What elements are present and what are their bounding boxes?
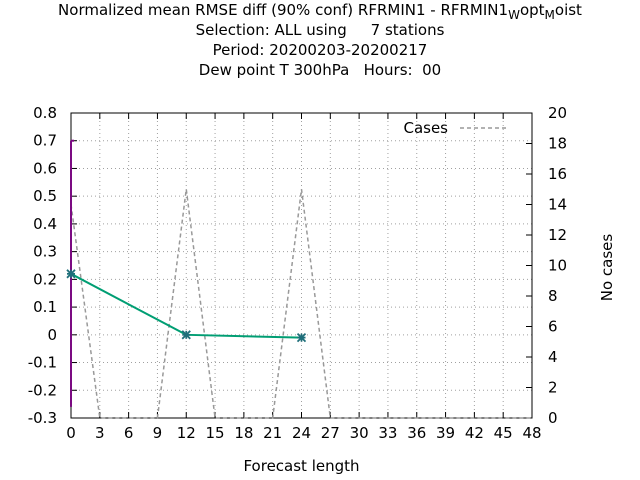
y2-tick-label: 20 bbox=[548, 104, 567, 122]
title-subscript-2: M bbox=[544, 8, 555, 22]
x-axis-title: Forecast length bbox=[243, 457, 359, 475]
x-tick-label: 27 bbox=[321, 424, 340, 442]
y-tick-label: -0.2 bbox=[28, 381, 57, 399]
y-tick-label: 0.3 bbox=[33, 243, 57, 261]
y2-tick-label: 14 bbox=[548, 196, 567, 214]
y-tick-label: 0.4 bbox=[33, 215, 57, 233]
x-tick-label: 45 bbox=[494, 424, 513, 442]
y-tick-label: -0.3 bbox=[28, 409, 57, 427]
data-point bbox=[296, 332, 307, 343]
y2-tick-label: 0 bbox=[548, 409, 558, 427]
y2-tick-label: 10 bbox=[548, 257, 567, 275]
title-subscript-1: W bbox=[508, 8, 520, 22]
title-line-2: Selection: ALL using 7 stations bbox=[195, 21, 445, 39]
y-tick-label: 0.1 bbox=[33, 298, 57, 316]
y-tick-label: 0.6 bbox=[33, 159, 57, 177]
chart-title: Normalized mean RMSE diff (90% conf) RFR… bbox=[0, 0, 640, 80]
title-main-text: Normalized mean RMSE diff (90% conf) RFR… bbox=[58, 1, 509, 19]
y2-tick-label: 2 bbox=[548, 379, 558, 397]
y2-tick-label: 6 bbox=[548, 318, 558, 336]
y2-tick-label: 8 bbox=[548, 287, 558, 305]
x-tick-label: 42 bbox=[465, 424, 484, 442]
x-tick-label: 33 bbox=[378, 424, 397, 442]
data-point bbox=[181, 330, 191, 340]
y-tick-label: 0.2 bbox=[33, 270, 57, 288]
y2-tick-label: 18 bbox=[548, 135, 567, 153]
x-tick-label: 0 bbox=[66, 424, 76, 442]
x-tick-label: 12 bbox=[177, 424, 196, 442]
y-tick-label: 0.7 bbox=[33, 132, 57, 150]
x-tick-label: 30 bbox=[350, 424, 369, 442]
y2-tick-label: 12 bbox=[548, 226, 567, 244]
x-tick-label: 9 bbox=[153, 424, 163, 442]
x-tick-label: 15 bbox=[206, 424, 225, 442]
x-tick-label: 6 bbox=[124, 424, 134, 442]
x-tick-label: 21 bbox=[263, 424, 282, 442]
x-tick-label: 39 bbox=[436, 424, 455, 442]
x-tick-label: 24 bbox=[292, 424, 311, 442]
title-line-4: Dew point T 300hPa Hours: 00 bbox=[198, 61, 442, 79]
title-mid-text: opt bbox=[519, 1, 545, 19]
title-line-1: Normalized mean RMSE diff (90% conf) RFR… bbox=[0, 0, 640, 22]
y-tick-label: -0.1 bbox=[28, 354, 57, 372]
data-point bbox=[66, 269, 76, 279]
y2-axis-title: No cases bbox=[598, 234, 616, 302]
legend-label-cases: Cases bbox=[403, 119, 448, 137]
y2-tick-label: 16 bbox=[548, 165, 567, 183]
series-line-cases bbox=[70, 189, 532, 419]
legend: Cases bbox=[403, 119, 506, 137]
y-tick-label: 0.5 bbox=[33, 187, 57, 205]
x-tick-label: 36 bbox=[407, 424, 426, 442]
y-tick-label: 0 bbox=[47, 326, 57, 344]
x-tick-label: 48 bbox=[522, 424, 541, 442]
x-tick-label: 3 bbox=[95, 424, 105, 442]
title-end-text: oist bbox=[554, 1, 582, 19]
x-tick-label: 18 bbox=[234, 424, 253, 442]
ticks: 0 3 6 9 12 15 18 21 24 27 30 33 36 39 42 45 480.80.70.60… bbox=[28, 104, 567, 442]
grid bbox=[71, 113, 532, 418]
y2-tick-label: 4 bbox=[548, 348, 558, 366]
series-layer bbox=[66, 139, 532, 419]
y-tick-label: 0.8 bbox=[33, 104, 57, 122]
title-line-3: Period: 20200203-20200217 bbox=[212, 41, 428, 59]
